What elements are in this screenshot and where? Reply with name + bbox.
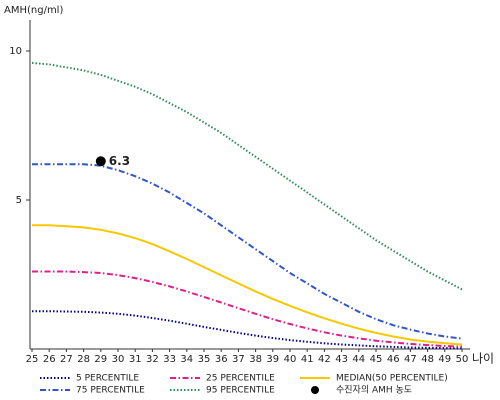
- x-tick-label: 25: [26, 354, 39, 365]
- legend-label: 75 PERCENTILE: [76, 386, 145, 396]
- series-line: [31, 61, 463, 291]
- x-tick-label: 31: [129, 354, 142, 365]
- legend-label: 수진자의 AMH 농도: [336, 385, 412, 396]
- x-tick-label: 45: [370, 354, 383, 365]
- x-tick-label: 29: [94, 354, 107, 365]
- x-tick-label: 38: [249, 354, 262, 365]
- x-tick-label: 47: [404, 354, 417, 365]
- series-line: [32, 224, 463, 346]
- x-tick-label: 46: [387, 354, 400, 365]
- x-tick-label: 44: [352, 354, 365, 365]
- legend-label: 25 PERCENTILE: [206, 374, 275, 384]
- x-tick-label: 49: [438, 354, 451, 365]
- x-tick-label: 43: [335, 354, 348, 365]
- x-tick-label: 30: [112, 354, 125, 365]
- legend-label: 95 PERCENTILE: [206, 386, 275, 396]
- x-tick-label: 41: [301, 354, 314, 365]
- x-tick-label: 39: [266, 354, 279, 365]
- legend-label: 5 PERCENTILE: [76, 374, 139, 384]
- x-tick-label: 48: [421, 354, 434, 365]
- y-tick-label: 10: [9, 46, 22, 57]
- series-line: [32, 310, 463, 350]
- legend-label: MEDIAN(50 PERCENTILE): [336, 374, 448, 384]
- point-label: 6.3: [109, 154, 130, 168]
- legend-swatch: [311, 386, 319, 394]
- x-axis-label: 나이: [472, 352, 494, 366]
- x-tick-label: 50: [456, 354, 469, 365]
- x-tick-label: 36: [215, 354, 228, 365]
- x-tick-label: 33: [163, 354, 176, 365]
- x-tick-label: 34: [180, 354, 193, 365]
- series-line: [32, 163, 463, 340]
- x-tick-label: 37: [232, 354, 245, 365]
- patient-point: [95, 156, 106, 167]
- x-tick-label: 42: [318, 354, 331, 365]
- x-tick-label: 35: [198, 354, 211, 365]
- x-tick-label: 28: [77, 354, 90, 365]
- x-tick-label: 32: [146, 354, 159, 365]
- series-line: [32, 270, 463, 348]
- x-tick-label: 40: [284, 354, 297, 365]
- x-tick-label: 27: [60, 354, 73, 365]
- y-axis-label: AMH(ng/ml): [4, 5, 63, 16]
- x-tick-label: 26: [43, 354, 56, 365]
- y-tick-label: 5: [16, 195, 22, 206]
